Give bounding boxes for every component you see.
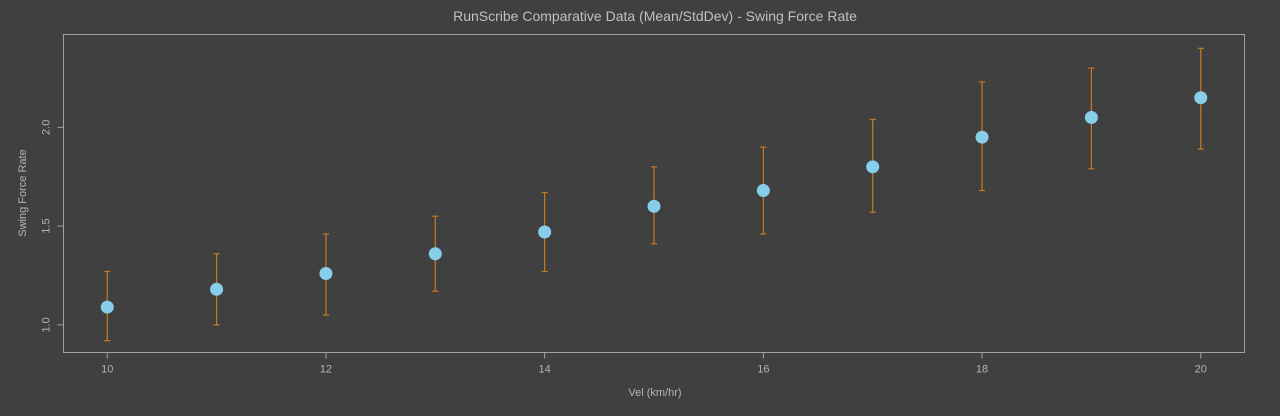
x-tick-label: 20 (1195, 364, 1207, 376)
data-point (319, 266, 333, 280)
x-tick-label: 12 (320, 364, 332, 376)
data-point (538, 225, 552, 239)
y-axis-label: Swing Force Rate (17, 149, 29, 236)
data-point (647, 199, 661, 213)
y-axis: 1.0 1.5 2.0 (41, 120, 64, 332)
x-tick-label: 16 (757, 364, 769, 376)
plot-frame (63, 34, 1245, 353)
x-tick-label: 14 (539, 364, 551, 376)
x-tick-label: 10 (101, 364, 113, 376)
chart-title: RunScribe Comparative Data (Mean/StdDev)… (453, 8, 857, 24)
data-point (1084, 110, 1098, 124)
data-point (210, 282, 224, 296)
error-bars (104, 47, 1204, 342)
x-axis: 10 12 14 16 18 20 (101, 352, 1207, 376)
data-point (428, 247, 442, 261)
data-point (975, 130, 989, 144)
data-point (866, 160, 880, 174)
y-tick-label: 1.5 (41, 218, 53, 233)
y-tick-label: 2.0 (41, 120, 53, 135)
y-tick-label: 1.0 (41, 317, 53, 332)
data-point (1194, 91, 1208, 105)
data-points (100, 91, 1208, 314)
x-tick-label: 18 (976, 364, 988, 376)
data-point (100, 300, 114, 314)
data-point (756, 184, 770, 198)
x-axis-label: Vel (km/hr) (628, 387, 681, 399)
